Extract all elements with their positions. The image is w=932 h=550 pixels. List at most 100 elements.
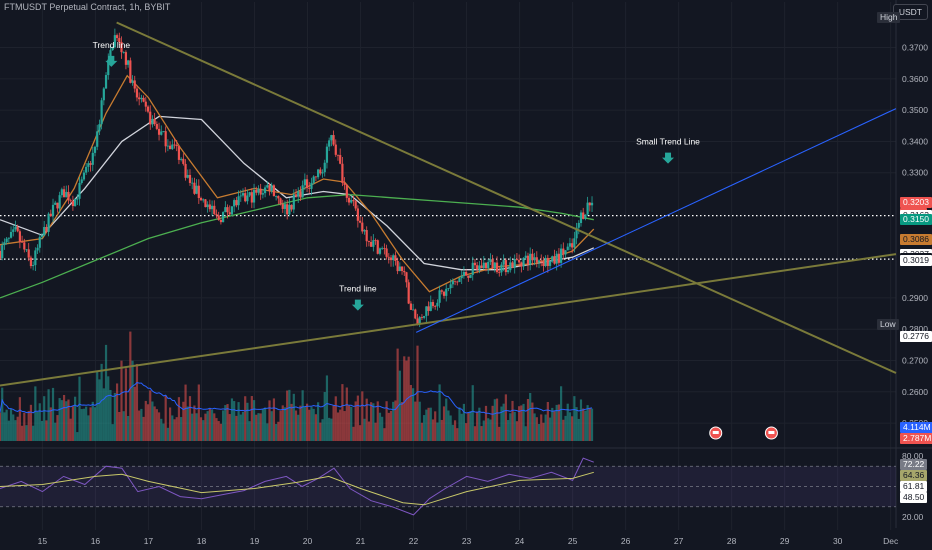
volume-bar bbox=[495, 398, 499, 441]
candle-body bbox=[195, 185, 198, 194]
candle-body bbox=[480, 265, 483, 269]
volume-bar bbox=[308, 409, 311, 441]
candle-body bbox=[250, 192, 253, 203]
candle-body bbox=[423, 315, 426, 318]
candle-body bbox=[89, 163, 92, 165]
candle-body bbox=[96, 131, 99, 147]
candle-body bbox=[350, 199, 353, 203]
candle-body bbox=[478, 265, 481, 270]
volume-bar bbox=[115, 383, 119, 441]
volume-bar bbox=[515, 421, 519, 441]
volume-bar bbox=[12, 414, 15, 441]
candle-body bbox=[482, 262, 485, 269]
volume-bar bbox=[20, 425, 24, 441]
volume-bar bbox=[568, 412, 572, 441]
candle-body bbox=[546, 257, 549, 266]
candle-body bbox=[573, 238, 576, 248]
candle-body bbox=[458, 278, 461, 282]
candle-body bbox=[120, 41, 123, 53]
candle-body bbox=[420, 317, 424, 318]
volume-bar bbox=[1, 387, 4, 441]
candle-body bbox=[155, 124, 158, 129]
candle-body bbox=[540, 260, 543, 262]
volume-bar bbox=[540, 414, 543, 441]
event-markers[interactable] bbox=[709, 426, 778, 440]
volume-bar bbox=[60, 400, 63, 441]
candle-body bbox=[65, 191, 68, 198]
candle-body bbox=[20, 241, 24, 243]
candle-body bbox=[434, 306, 437, 307]
trend-lines[interactable] bbox=[0, 21, 897, 387]
volume-bar bbox=[34, 386, 37, 441]
candle-body bbox=[1, 245, 4, 259]
candle-body bbox=[493, 262, 496, 269]
candle-body bbox=[416, 318, 419, 325]
volume-bar bbox=[80, 409, 83, 441]
volume-bar bbox=[334, 396, 337, 441]
moving-average-line bbox=[0, 115, 595, 271]
volume-bar bbox=[476, 411, 479, 441]
volume-bar bbox=[533, 413, 536, 441]
x-tick-label: 19 bbox=[250, 536, 260, 546]
candle-body bbox=[467, 275, 470, 278]
volume-bar bbox=[113, 392, 116, 441]
volume-bar bbox=[213, 413, 216, 441]
volume-bar bbox=[228, 414, 231, 441]
candle-body bbox=[93, 146, 97, 153]
volume-bar bbox=[504, 394, 507, 441]
candle-body bbox=[553, 256, 556, 264]
volume-bar bbox=[49, 407, 52, 441]
volume-bar bbox=[409, 384, 412, 441]
volume-bars bbox=[0, 331, 594, 441]
volume-bar bbox=[23, 412, 26, 441]
candle-body bbox=[400, 266, 404, 271]
candle-body bbox=[286, 204, 289, 215]
volume-bar bbox=[370, 402, 373, 441]
candle-body bbox=[365, 230, 368, 242]
candle-body bbox=[193, 182, 196, 194]
volume-bar bbox=[577, 418, 580, 441]
candle-body bbox=[51, 204, 55, 217]
volume-bar bbox=[343, 411, 346, 441]
volume-bar bbox=[45, 420, 48, 441]
volume-bar bbox=[420, 422, 424, 441]
candle-body bbox=[149, 111, 152, 125]
volume-bar bbox=[513, 411, 516, 441]
volume-bar bbox=[551, 407, 554, 441]
volume-bar bbox=[418, 401, 421, 441]
candle-body bbox=[74, 198, 77, 207]
volume-bar bbox=[573, 396, 576, 441]
candle-body bbox=[184, 163, 187, 178]
candle-body bbox=[261, 193, 264, 195]
volume-bar bbox=[520, 405, 523, 441]
volume-bar bbox=[383, 428, 386, 441]
trend-line bbox=[415, 108, 897, 333]
volume-bar bbox=[7, 420, 10, 441]
candle-body bbox=[281, 204, 284, 209]
volume-bar bbox=[385, 401, 388, 441]
volume-bar bbox=[498, 426, 501, 441]
volume-bar bbox=[403, 356, 406, 441]
candle-body bbox=[173, 144, 176, 146]
candle-body bbox=[442, 291, 446, 296]
candle-body bbox=[82, 172, 86, 180]
volume-bar bbox=[120, 360, 123, 441]
candle-body bbox=[385, 248, 388, 257]
volume-bar bbox=[74, 396, 77, 441]
volume-bar bbox=[367, 421, 371, 441]
volume-bar bbox=[107, 376, 110, 441]
candle-body bbox=[533, 257, 536, 261]
candle-body bbox=[168, 145, 172, 150]
candle-body bbox=[334, 144, 337, 155]
candle-body bbox=[577, 222, 580, 228]
volume-bar bbox=[246, 402, 249, 441]
volume-bar bbox=[14, 420, 17, 441]
candle-body bbox=[476, 265, 479, 270]
candle-body bbox=[500, 264, 503, 273]
volume-bar bbox=[184, 384, 187, 441]
candle-body bbox=[427, 306, 430, 311]
candle-body bbox=[43, 227, 46, 236]
volume-bar bbox=[301, 390, 304, 441]
grid bbox=[0, 0, 932, 530]
